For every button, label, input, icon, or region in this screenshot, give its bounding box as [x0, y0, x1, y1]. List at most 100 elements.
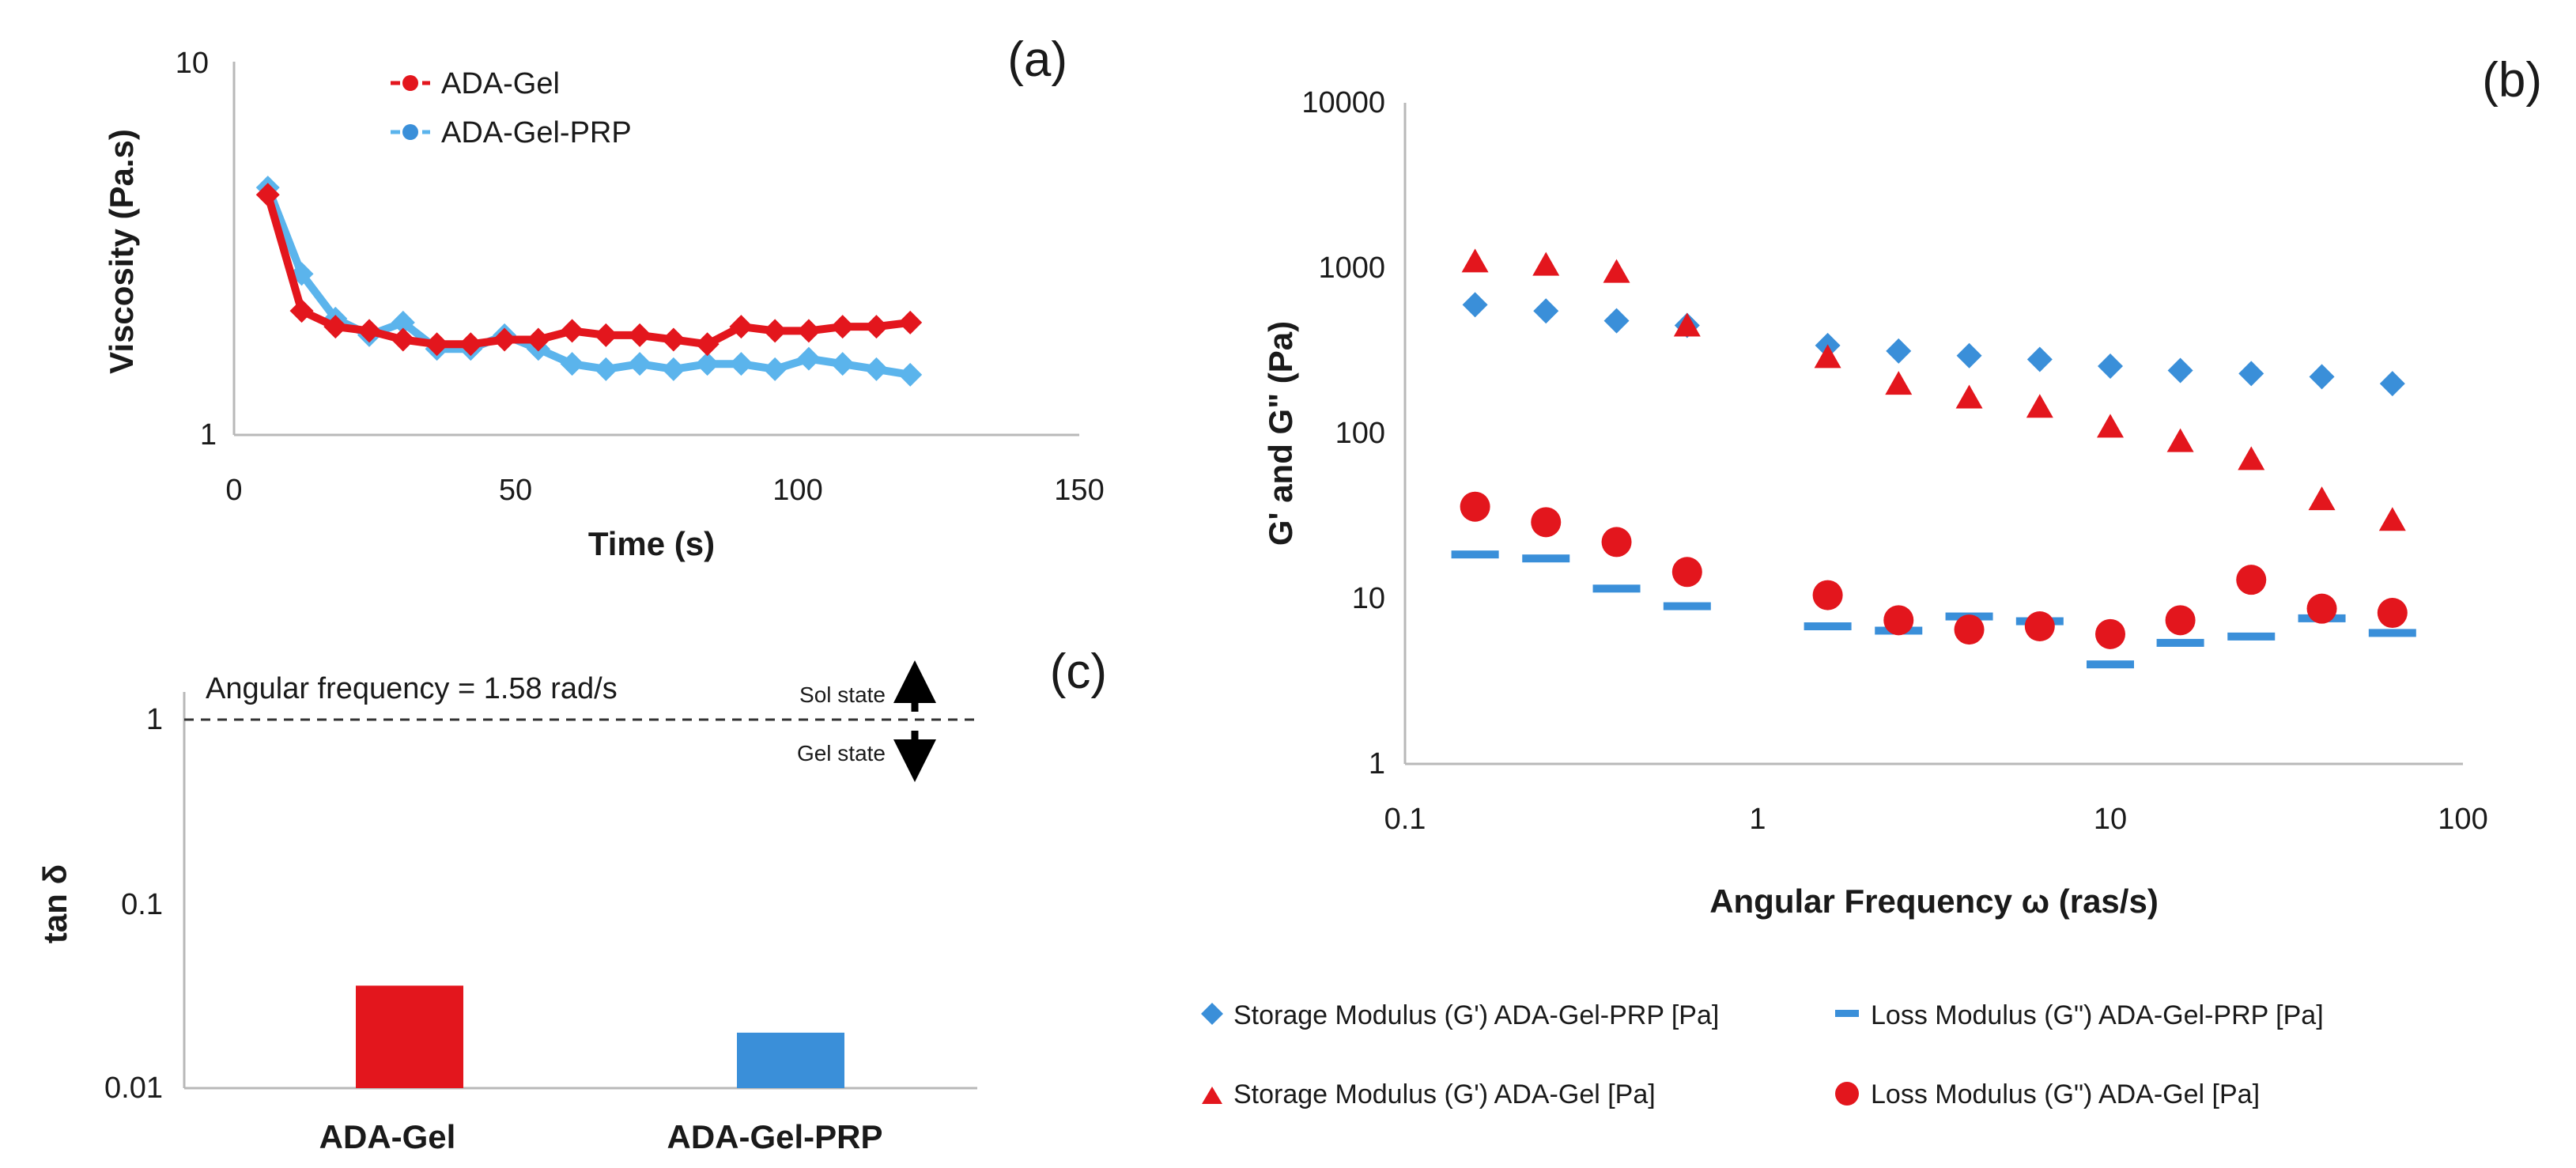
c-ytick: 1 [146, 703, 163, 736]
b-point-triangle [2238, 446, 2265, 471]
b-point-dash [1663, 602, 1711, 610]
b-point-triangle [1885, 371, 1913, 395]
b-panel-label: (b) [2482, 53, 2542, 108]
c-ytick: 0.01 [104, 1072, 163, 1105]
b-point-triangle [2308, 486, 2336, 511]
a-x-label: Time (s) [588, 525, 715, 562]
b-ytick: 1000 [1318, 251, 1385, 285]
a-data-point [796, 346, 821, 371]
b-point-triangle [1814, 344, 1841, 369]
a-data-point [695, 352, 720, 376]
b-legend-marker-triangle [1202, 1087, 1222, 1104]
a-legend-marker [402, 75, 418, 91]
a-data-point [391, 327, 415, 352]
b-xtick: 1 [1749, 803, 1766, 836]
b-point-dash [1804, 622, 1852, 631]
a-legend-label: ADA-Gel [441, 67, 560, 100]
b-x-label: Angular Frequency ω (ras/s) [1709, 883, 2159, 920]
b-point-triangle [2378, 507, 2406, 531]
b-point-diamond [1533, 298, 1559, 324]
b-point-circle [2236, 565, 2267, 595]
a-data-point [628, 323, 652, 347]
b-xtick: 100 [2438, 803, 2487, 836]
a-data-point [594, 357, 618, 381]
b-point-circle [1812, 580, 1843, 610]
b-point-dash [2156, 638, 2204, 647]
b-xtick: 10 [2094, 803, 2127, 836]
a-data-point [898, 362, 923, 387]
c-sol-label: Sol state [799, 682, 886, 707]
a-data-point [628, 352, 652, 376]
a-data-point [864, 315, 889, 339]
chart-b: 1 10 100 1000 10000 0.1 1 10 100 Angular… [1201, 53, 2542, 1109]
b-ytick: 1 [1369, 747, 1385, 781]
c-category-label: ADA-Gel-PRP [667, 1118, 882, 1155]
b-point-circle [2024, 611, 2055, 642]
b-point-diamond [2309, 364, 2335, 390]
b-point-diamond [1462, 292, 1488, 318]
b-point-circle [2095, 618, 2125, 649]
b-legend-label: Storage Modulus (G') ADA-Gel-PRP [Pa] [1233, 1000, 1719, 1030]
a-series-line [264, 186, 911, 379]
b-point-triangle [1532, 251, 1560, 276]
a-xtick: 0 [225, 474, 242, 507]
b-legend-marker-diamond [1201, 1003, 1223, 1025]
a-data-point [729, 315, 754, 339]
c-bar [737, 1032, 844, 1088]
b-point-circle [1460, 491, 1490, 522]
b-legend-label: Loss Modulus (G") ADA-Gel [Pa] [1871, 1079, 2260, 1109]
a-panel-label: (a) [1007, 32, 1067, 87]
a-data-point [526, 327, 550, 352]
a-data-point [830, 315, 855, 339]
b-point-triangle [2097, 414, 2124, 438]
b-point-triangle [1461, 248, 1489, 273]
a-data-point [594, 323, 618, 347]
a-y-label: Viscosity (Pa.s) [103, 129, 140, 374]
a-legend-marker [402, 124, 418, 140]
a-ytick: 10 [176, 47, 209, 80]
b-point-circle [1601, 527, 1632, 558]
b-point-circle [1954, 614, 1985, 645]
b-point-diamond [2098, 353, 2123, 380]
a-data-point [459, 332, 483, 357]
b-ytick: 10 [1352, 582, 1385, 615]
b-point-circle [1671, 557, 1702, 588]
a-legend-label: ADA-Gel-PRP [441, 116, 632, 149]
b-point-diamond [2167, 357, 2193, 384]
b-point-circle [2377, 598, 2408, 629]
b-point-diamond [1956, 342, 1982, 369]
a-data-point [864, 357, 889, 381]
a-data-point [391, 310, 415, 335]
c-panel-label: (c) [1050, 644, 1107, 699]
a-xtick: 150 [1054, 474, 1104, 507]
a-data-point [796, 319, 821, 343]
chart-a: 1 10 0 50 100 150 Time (s) Viscosity (Pa… [103, 32, 1105, 562]
b-point-diamond [1886, 338, 1912, 364]
b-point-diamond [2379, 371, 2405, 397]
b-legend-label: Loss Modulus (G") ADA-Gel-PRP [Pa] [1871, 1000, 2324, 1030]
a-data-point [763, 357, 788, 381]
b-ytick: 100 [1335, 417, 1385, 450]
b-legend-label: Storage Modulus (G') ADA-Gel [Pa] [1233, 1079, 1656, 1109]
a-xtick: 50 [499, 474, 532, 507]
b-point-triangle [1603, 259, 1630, 283]
b-xtick: 0.1 [1384, 803, 1426, 836]
a-series-line [263, 193, 911, 349]
c-bar [356, 985, 463, 1088]
a-data-point [830, 352, 855, 376]
b-point-circle [2165, 605, 2196, 636]
a-data-point [357, 319, 382, 343]
a-data-point [289, 299, 314, 323]
a-ytick: 1 [200, 418, 217, 452]
a-data-point [729, 352, 754, 376]
a-data-point [763, 319, 788, 343]
b-point-triangle [1955, 384, 1983, 409]
a-data-point [695, 332, 720, 357]
a-data-point [560, 319, 584, 343]
b-point-dash [2227, 632, 2276, 641]
chart-c: 0.01 0.1 1 tan δ ADA-Gel ADA-Gel-PRP Ang… [36, 644, 1107, 1155]
b-point-circle [1883, 605, 1914, 636]
c-y-label: tan δ [36, 864, 74, 943]
a-data-point [898, 310, 923, 335]
